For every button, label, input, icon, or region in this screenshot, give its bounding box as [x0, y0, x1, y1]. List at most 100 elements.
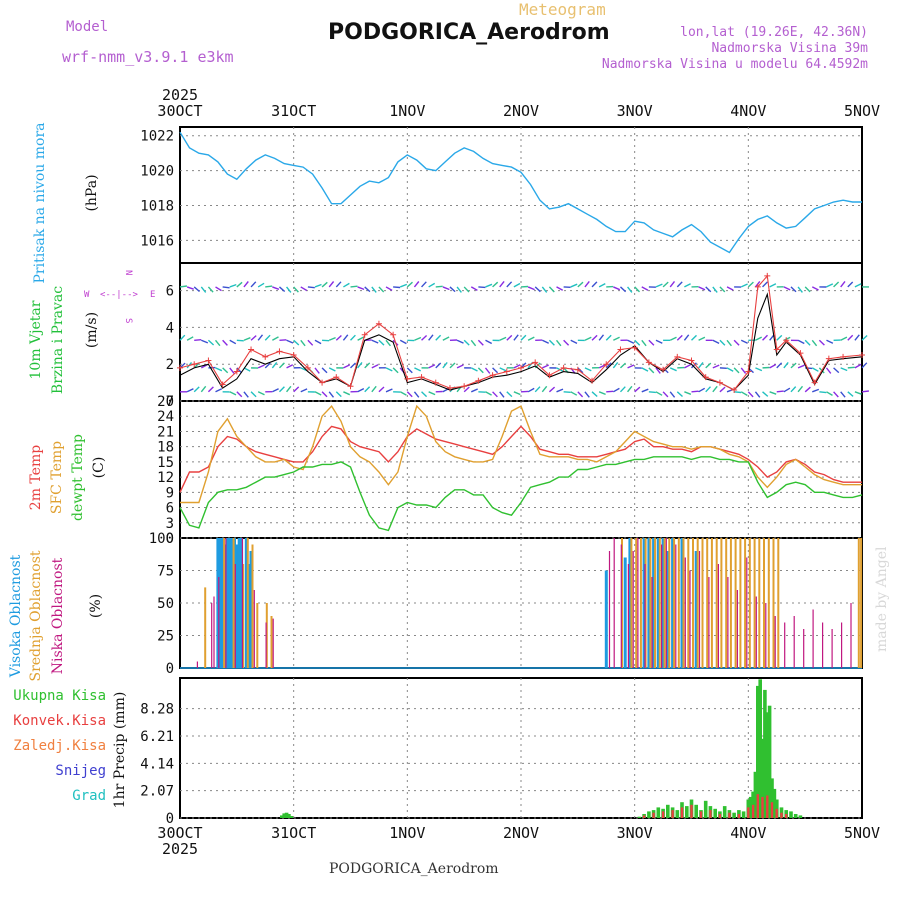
- wind-barb: [222, 286, 230, 289]
- y-tick-precip-0: 0: [166, 811, 174, 827]
- wind-barb: [343, 364, 350, 369]
- wind-gust-marker: [773, 346, 780, 353]
- wind-barb: [506, 391, 513, 398]
- cloud-high-bar: [221, 538, 225, 668]
- cloud-mid-bar: [630, 538, 633, 668]
- wind-barb: [847, 391, 854, 397]
- precip-total-bar: [282, 813, 286, 818]
- wind-barb: [250, 335, 257, 341]
- cloud-mid-bar: [246, 538, 249, 668]
- wind-barb: [783, 286, 791, 291]
- wind-barb: [428, 334, 434, 341]
- wind-barb: [811, 367, 819, 372]
- wind-barb: [690, 362, 697, 369]
- wind-barb: [350, 285, 358, 288]
- wind-barb: [577, 281, 584, 288]
- wind-barb: [534, 386, 541, 393]
- precip-conv-bar: [699, 811, 703, 818]
- wind-barb: [328, 367, 336, 372]
- cloud-mid-bar: [767, 538, 770, 668]
- wind-barb: [712, 339, 720, 345]
- precip-conv-bar: [671, 810, 674, 818]
- cloud-ylabel: (%): [88, 594, 104, 618]
- model-elevation-label: Nadmorska Visina u modelu 64.4592m: [601, 57, 868, 72]
- precip-total-bar: [722, 806, 727, 818]
- wind-barb: [378, 386, 385, 393]
- cloud-high-bar: [623, 557, 627, 668]
- cloud-low-bar: [218, 577, 220, 668]
- wind-barb: [349, 334, 356, 341]
- precip-conv-bar: [766, 795, 769, 818]
- wind-barb: [435, 334, 442, 341]
- precip-conv-bar: [737, 814, 741, 818]
- wind-barb: [513, 391, 521, 396]
- wind-barb: [598, 334, 605, 341]
- wind-barb: [612, 361, 619, 369]
- wind-barb: [186, 336, 194, 341]
- cloud-mid-bar: [860, 538, 863, 668]
- wind-gust-marker: [219, 381, 226, 388]
- wind-barb: [371, 364, 379, 369]
- x-tick-bottom-4: 3NOV: [617, 824, 653, 842]
- wind-barb: [698, 387, 706, 393]
- cloud-mid-bar: [696, 538, 699, 668]
- wind-barb: [364, 386, 371, 393]
- wind-barb: [484, 367, 491, 374]
- cloud-low-bar: [637, 538, 639, 668]
- cloud-low-bar: [620, 544, 622, 668]
- cloud-low-bar: [661, 544, 663, 668]
- wind-barb: [570, 339, 578, 345]
- cloud-high-bar: [228, 538, 232, 668]
- cloud-low-bar: [253, 590, 255, 668]
- wind-barb: [243, 367, 251, 372]
- wind-gust-marker: [532, 359, 539, 366]
- wind-barb: [343, 391, 351, 396]
- cloud-mid-bar: [692, 538, 694, 668]
- wind-barb: [804, 386, 811, 393]
- wind-barb: [186, 388, 194, 393]
- wind-barb: [797, 286, 803, 293]
- wind-barb: [357, 286, 365, 291]
- temp-ylabel: (C): [91, 457, 107, 479]
- wind-barb: [378, 286, 385, 293]
- cloud-low-bar: [822, 622, 824, 668]
- wind-barb: [513, 282, 521, 288]
- wind-barb: [428, 282, 436, 288]
- wind-barb: [691, 390, 699, 393]
- cloud-low-bar: [727, 577, 729, 668]
- wind-barb: [769, 391, 777, 395]
- dir-arrows-label: <--|-->: [100, 290, 139, 300]
- cloud-low-bar: [684, 557, 686, 668]
- cloud-low-bar: [793, 616, 795, 668]
- wind-barb: [833, 391, 839, 398]
- precip-conv-bar: [756, 794, 759, 818]
- cloud-high-bar: [235, 544, 239, 668]
- y-tick-temperature-3: 9: [166, 485, 174, 501]
- panel-pressure: 1016 1018 1020 1022: [140, 126, 863, 264]
- y-tick-temperature-6: 18: [157, 440, 174, 456]
- y-tick-wind-3: 6: [166, 284, 174, 300]
- wind-barb: [428, 391, 436, 396]
- wind-barb: [186, 286, 194, 290]
- elevation-label: Nadmorska Visina 39m: [711, 41, 868, 56]
- wind-barb: [406, 281, 413, 288]
- wind-barb: [278, 362, 285, 369]
- wind-barb: [499, 391, 505, 398]
- wind-barb: [698, 361, 704, 369]
- wind-gust-marker: [205, 357, 212, 364]
- wind-barb: [584, 280, 590, 288]
- wind-gust-marker: [191, 361, 198, 368]
- precip-total-bar: [280, 815, 284, 818]
- cloud-mid-bar: [639, 538, 642, 668]
- x-tick-bottom-0: 30OCT: [157, 824, 202, 842]
- wind-barb: [321, 281, 328, 288]
- wind-gust-marker: [333, 374, 340, 381]
- x-tick-top-4: 3NOV: [617, 102, 653, 120]
- wind-barb: [605, 334, 612, 341]
- precip-total-bar: [741, 811, 746, 818]
- wind-barb: [648, 391, 656, 394]
- wind-barb: [641, 286, 649, 291]
- cloud-high-bar: [671, 538, 675, 668]
- dir-n-label: N: [123, 270, 133, 275]
- precip-total-bar: [772, 788, 777, 818]
